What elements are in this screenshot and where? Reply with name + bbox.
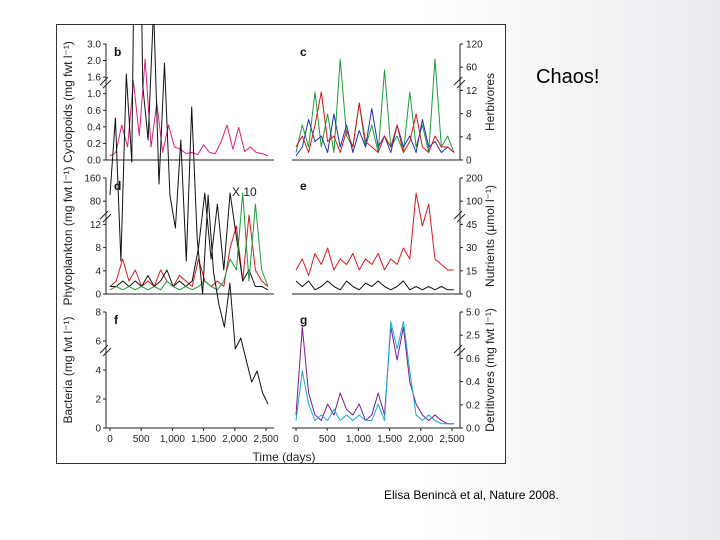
y-tick-label: 4	[95, 266, 101, 277]
y-axis-title-d: Phytoplankton (mg fwt l⁻¹)	[61, 166, 75, 305]
y-tick-label: 12	[466, 86, 478, 97]
y-tick-label: 0.0	[466, 424, 480, 435]
series-line-b-pink	[109, 58, 269, 157]
axis-break-mark	[453, 76, 463, 86]
y-tick-label: 1.0	[87, 89, 101, 100]
x-axis-title: Time (days)	[253, 450, 316, 464]
x-tick-label: 0	[293, 434, 299, 445]
y-tick-label: 0	[466, 290, 472, 301]
y-tick-label: 2.5	[466, 331, 480, 342]
y-tick-label: 3.0	[87, 40, 101, 51]
panel-label-e: e	[300, 179, 307, 193]
y-tick-label: 60	[466, 63, 478, 74]
y-tick-label: 2	[95, 395, 101, 406]
y-tick-label: 0.4	[87, 122, 101, 133]
y-tick-label: 160	[84, 174, 101, 185]
y-tick-label: 0.6	[87, 106, 101, 117]
series-line-c-green	[295, 58, 455, 153]
series-line-d-black	[110, 192, 269, 291]
y-tick-label: 0	[466, 156, 472, 167]
y-tick-label: 5.0	[466, 308, 480, 319]
panel-label-b: b	[114, 45, 121, 59]
x-tick-label: 1,000	[160, 434, 185, 445]
series-line-d-red	[109, 214, 269, 287]
y-tick-label: 80	[90, 197, 102, 208]
y-tick-label: 6	[95, 337, 101, 348]
time-series-figure: 3.0 2.0 1.6 1.0 0.6 0.4 0.2 0.0 b Cyclopoids (mg …	[61, 24, 497, 464]
y-tick-label: 4	[466, 132, 472, 143]
panel-annotation: X 10	[232, 185, 257, 199]
y-tick-label: 8	[95, 243, 101, 254]
x-tick-label: 1,000	[346, 434, 371, 445]
x-tick-label: 1,500	[377, 434, 402, 445]
axis-break-mark	[99, 210, 109, 220]
series-line-d-green	[109, 192, 269, 291]
y-tick-label: 100	[466, 197, 483, 208]
series-line-g-cyan	[295, 321, 454, 425]
y-axis-title-f: Bacteria (mg fwt l⁻¹)	[61, 316, 75, 423]
y-tick-label: 45	[466, 220, 478, 231]
series-line-f-black	[109, 24, 269, 405]
y-tick-label: 120	[466, 40, 483, 51]
panel-label-f: f	[114, 313, 119, 327]
y-tick-label: 0.6	[466, 354, 480, 365]
x-tick-label: 500	[319, 434, 336, 445]
y-tick-label: 200	[466, 174, 483, 185]
y-tick-label: 4	[95, 366, 101, 377]
series-line-e-black	[295, 280, 454, 291]
x-tick-label: 500	[133, 434, 150, 445]
y-tick-label: 30	[466, 243, 478, 254]
y-tick-label: 0.2	[87, 139, 101, 150]
axis-break-mark	[453, 344, 463, 354]
x-tick-label: 0	[107, 434, 113, 445]
y-tick-label: 8	[95, 308, 101, 319]
y-tick-label: 0.2	[466, 400, 480, 411]
series-line-g-purple	[295, 326, 454, 425]
axis-break-mark	[456, 347, 466, 357]
figure-frame	[56, 24, 506, 464]
axis-break-mark	[99, 344, 109, 354]
x-tick-label: 2,500	[253, 434, 278, 445]
axis-break-mark	[102, 347, 112, 357]
axis-break-mark	[456, 213, 466, 223]
series-line-c-red	[295, 91, 455, 153]
series-line-e-red	[295, 192, 454, 276]
y-tick-label: 8	[466, 109, 472, 120]
x-tick-label: 2,500	[439, 434, 464, 445]
y-tick-label: 2.0	[87, 56, 101, 67]
axis-break-mark	[456, 79, 466, 89]
series-line-c-blue	[295, 108, 455, 157]
axis-break-mark	[102, 79, 112, 89]
y-tick-label: 0.4	[466, 377, 480, 388]
y-tick-label: 15	[466, 266, 478, 277]
axis-break-mark	[102, 213, 112, 223]
y-axis-title-g: Detritivores (mg fwt l⁻¹)	[483, 308, 497, 432]
citation: Elisa Benincà et al, Nature 2008.	[384, 488, 559, 502]
axis-break-mark	[453, 210, 463, 220]
y-tick-label: 0	[95, 424, 101, 435]
y-axis-title-b: Cyclopoids (mg fwt l⁻¹)	[61, 41, 75, 163]
y-tick-label: 1.6	[87, 73, 101, 84]
x-tick-label: 2,000	[408, 434, 433, 445]
y-tick-label: 12	[90, 220, 102, 231]
x-tick-label: 1,500	[191, 434, 216, 445]
axis-break-mark	[99, 76, 109, 86]
y-tick-label: 0	[95, 290, 101, 301]
y-tick-label: 0.0	[87, 156, 101, 167]
y-axis-title-c: Herbivores	[483, 73, 497, 131]
x-tick-label: 2,000	[222, 434, 247, 445]
panel-label-g: g	[300, 313, 307, 327]
slide-title: Chaos!	[536, 66, 600, 88]
y-axis-title-e: Nutrients (μmol l⁻¹)	[483, 185, 497, 287]
panel-label-c: c	[300, 45, 307, 59]
